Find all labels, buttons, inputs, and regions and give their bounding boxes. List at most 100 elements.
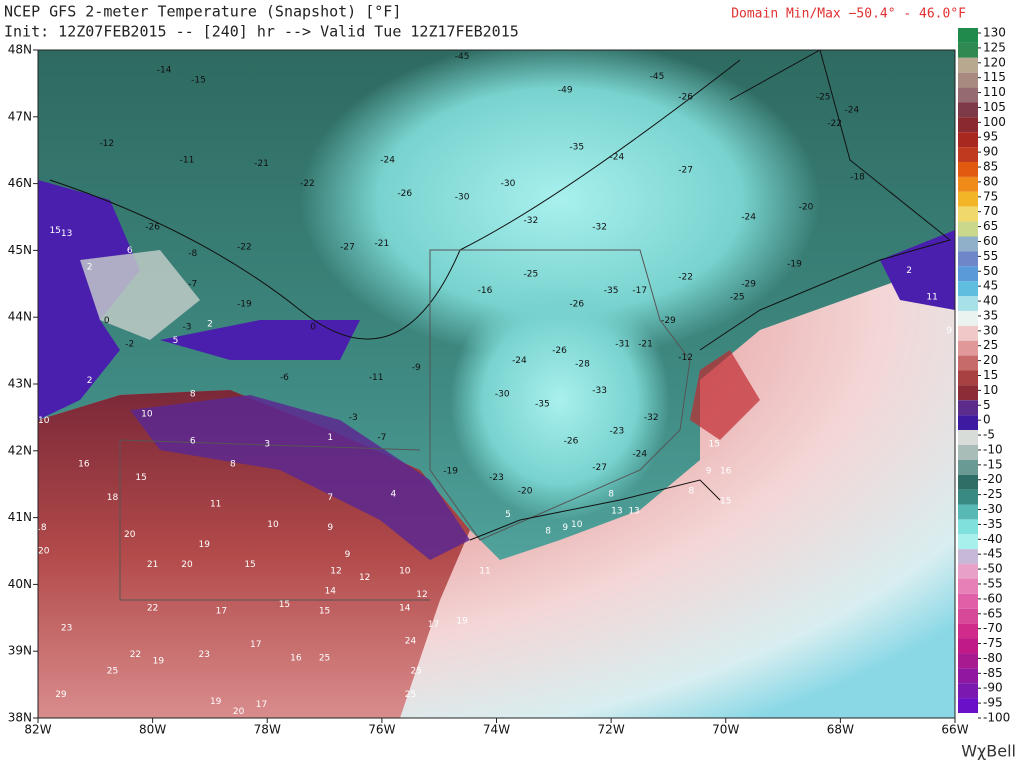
station-value: -20 bbox=[518, 486, 533, 496]
station-value: -33 bbox=[592, 386, 607, 396]
station-value: -26 bbox=[678, 92, 693, 102]
colorbar-cell bbox=[958, 191, 978, 207]
colorbar-label: 40 bbox=[983, 294, 998, 308]
station-value: 18 bbox=[107, 493, 119, 503]
station-value: -24 bbox=[610, 152, 625, 162]
station-value: -7 bbox=[188, 279, 197, 289]
station-value: 8 bbox=[230, 460, 236, 470]
station-value: -24 bbox=[380, 156, 395, 166]
station-value: -25 bbox=[730, 293, 745, 303]
station-value: -20 bbox=[799, 202, 814, 212]
x-tick-label: 76W bbox=[368, 723, 395, 737]
colorbar: 1301251201151101051009590858075706560555… bbox=[958, 26, 1010, 725]
colorbar-label: 20 bbox=[983, 353, 998, 367]
station-value: 25 bbox=[411, 667, 422, 677]
colorbar-cell bbox=[958, 340, 978, 356]
station-value: -27 bbox=[678, 166, 693, 176]
station-value: 10 bbox=[267, 520, 279, 530]
station-value: -11 bbox=[180, 156, 195, 166]
station-value: 10 bbox=[571, 520, 583, 530]
colorbar-label: 15 bbox=[983, 368, 998, 382]
station-value: 8 bbox=[608, 490, 614, 500]
station-value: 23 bbox=[61, 623, 72, 633]
station-value: -30 bbox=[495, 390, 510, 400]
station-value: -6 bbox=[280, 373, 289, 383]
colorbar-label: -100 bbox=[983, 711, 1010, 725]
y-tick-label: 41N bbox=[8, 510, 32, 524]
colorbar-cell bbox=[958, 310, 978, 326]
colorbar-label: 50 bbox=[983, 264, 998, 278]
station-value: 14 bbox=[399, 603, 411, 613]
station-value: 23 bbox=[198, 650, 209, 660]
x-tick-label: 66W bbox=[941, 723, 968, 737]
y-tick-label: 39N bbox=[8, 644, 32, 658]
colorbar-label: -15 bbox=[983, 457, 1003, 471]
station-value: 22 bbox=[147, 603, 158, 613]
station-value: -19 bbox=[237, 299, 252, 309]
station-value: -32 bbox=[644, 413, 659, 423]
x-tick-label: 80W bbox=[139, 723, 166, 737]
station-value: -12 bbox=[678, 353, 693, 363]
brand: WχBell bbox=[961, 742, 1016, 761]
domain-minmax: Domain Min/Max −50.4° - 46.0°F bbox=[731, 7, 966, 22]
station-value: -24 bbox=[741, 213, 756, 223]
station-value: 8 bbox=[688, 486, 694, 496]
station-value: 17 bbox=[256, 700, 267, 710]
station-value: -14 bbox=[157, 66, 172, 76]
colorbar-cell bbox=[958, 474, 978, 490]
colorbar-label: 115 bbox=[983, 70, 1006, 84]
x-tick-label: 72W bbox=[598, 723, 625, 737]
colorbar-label: -95 bbox=[983, 696, 1003, 710]
colorbar-label: -35 bbox=[983, 517, 1003, 531]
station-value: 9 bbox=[327, 523, 333, 533]
station-value: -24 bbox=[844, 106, 859, 116]
station-value: -19 bbox=[443, 466, 458, 476]
station-value: -15 bbox=[191, 76, 206, 86]
colorbar-cell bbox=[958, 385, 978, 401]
colorbar-cell bbox=[958, 623, 978, 639]
station-value: 6 bbox=[127, 246, 133, 256]
station-value: -29 bbox=[661, 316, 676, 326]
station-value: 10 bbox=[399, 567, 411, 577]
station-value: 19 bbox=[198, 540, 210, 550]
station-value: 20 bbox=[38, 547, 50, 557]
colorbar-label: 120 bbox=[983, 55, 1006, 69]
station-value: -2 bbox=[125, 339, 134, 349]
colorbar-cell bbox=[958, 132, 978, 148]
station-value: -28 bbox=[575, 359, 590, 369]
colorbar-cell bbox=[958, 266, 978, 282]
station-value: -26 bbox=[145, 223, 160, 233]
station-value: 15 bbox=[279, 600, 290, 610]
colorbar-cell bbox=[958, 221, 978, 237]
colorbar-cell bbox=[958, 430, 978, 445]
colorbar-label: -45 bbox=[983, 547, 1003, 561]
colorbar-label: 25 bbox=[983, 338, 998, 352]
station-value: -27 bbox=[592, 463, 607, 473]
colorbar-label: -10 bbox=[983, 442, 1003, 456]
station-value: -8 bbox=[188, 249, 197, 259]
colorbar-cell bbox=[958, 28, 978, 43]
colorbar-label: 65 bbox=[983, 219, 998, 233]
colorbar-cell bbox=[958, 519, 978, 535]
station-value: -22 bbox=[678, 273, 693, 283]
station-value: 12 bbox=[416, 590, 427, 600]
colorbar-label: 90 bbox=[983, 145, 998, 159]
station-value: 12 bbox=[359, 573, 370, 583]
y-tick-label: 38N bbox=[8, 711, 32, 725]
station-value: 11 bbox=[479, 567, 490, 577]
station-value: 20 bbox=[181, 560, 193, 570]
colorbar-label: 95 bbox=[983, 130, 998, 144]
station-value: -11 bbox=[369, 373, 384, 383]
station-value: 1 bbox=[327, 433, 333, 443]
station-value: 14 bbox=[325, 587, 337, 597]
station-value: -16 bbox=[478, 286, 493, 296]
station-value: 15 bbox=[49, 226, 60, 236]
station-value: -29 bbox=[741, 279, 756, 289]
station-value: 7 bbox=[327, 493, 333, 503]
station-value: 15 bbox=[720, 496, 731, 506]
colorbar-cell bbox=[958, 325, 978, 341]
colorbar-label: 105 bbox=[983, 100, 1006, 114]
colorbar-label: 30 bbox=[983, 323, 998, 337]
station-value: 2 bbox=[906, 266, 912, 276]
